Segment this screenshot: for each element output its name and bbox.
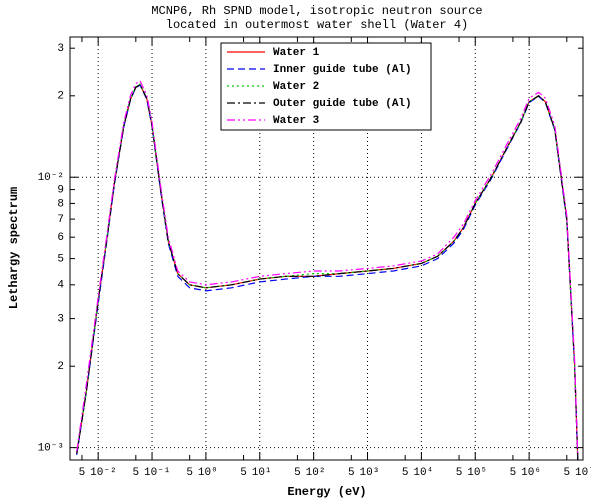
x-tick-label: 5	[563, 467, 570, 479]
x-tick-label: 10⁵	[467, 467, 487, 479]
legend-box	[220, 42, 432, 131]
x-tick-label: 5	[402, 467, 409, 479]
y-tick-label: 3	[57, 43, 64, 55]
x-tick-label: 10³	[360, 467, 380, 479]
x-tick-label: 5	[510, 467, 517, 479]
x-tick-label: 5	[348, 467, 355, 479]
y-tick-label: 2	[57, 91, 64, 103]
plot-frame	[69, 36, 584, 461]
y-tick-label: 10⁻³	[38, 443, 64, 455]
y-tick-label: 4	[57, 280, 64, 292]
x-tick-label: 10⁷	[575, 467, 591, 479]
y-tick-label: 2	[57, 361, 64, 373]
y-axis-label: Lethargy spectrum	[7, 187, 21, 309]
x-tick-label: 10²	[306, 467, 326, 479]
x-tick-label: 10⁶	[521, 467, 541, 479]
legend-label: Inner guide tube (Al)	[273, 64, 412, 76]
y-tick-label: 10⁻²	[38, 172, 64, 184]
x-tick-label: 10⁻²	[90, 467, 116, 479]
x-tick-label: 5	[240, 467, 247, 479]
x-tick-label: 5	[186, 467, 193, 479]
series-line	[76, 80, 579, 457]
x-tick-label: 10⁻¹	[144, 467, 170, 479]
y-tick-label: 3	[57, 314, 64, 326]
x-tick-label: 5	[456, 467, 463, 479]
chart-title: MCNP6, Rh SPND model, isotropic neutron …	[151, 4, 482, 18]
legend-label: Water 3	[273, 115, 320, 127]
x-tick-label: 10⁴	[413, 467, 433, 479]
x-tick-label: 10⁰	[198, 467, 218, 479]
x-tick-label: 10¹	[252, 467, 272, 479]
legend-label: Water 2	[273, 81, 319, 93]
x-tick-label: 5	[133, 467, 140, 479]
x-tick-label: 5	[79, 467, 86, 479]
y-tick-label: 9	[57, 184, 64, 196]
y-tick-label: 7	[57, 214, 64, 226]
y-tick-label: 6	[57, 232, 64, 244]
series-line	[76, 83, 579, 461]
y-tick-label: 8	[57, 198, 64, 210]
x-tick-label: 5	[294, 467, 301, 479]
legend-label: Water 1	[273, 47, 320, 59]
y-tick-label: 5	[57, 254, 64, 266]
chart-title: located in outermost water shell (Water …	[166, 18, 468, 32]
legend-label: Outer guide tube (Al)	[273, 98, 412, 110]
x-axis-label: Energy (eV)	[287, 485, 366, 499]
